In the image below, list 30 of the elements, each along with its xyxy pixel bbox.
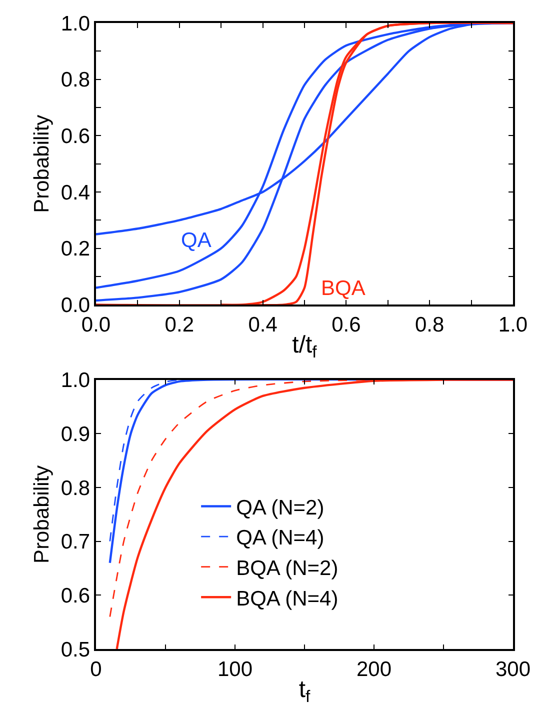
legend-label: QA (N=2) [236, 496, 324, 520]
legend-label: BQA (N=2) [236, 557, 338, 580]
x-tick-label: 0.6 [332, 314, 361, 337]
annotation: BQA [321, 277, 366, 300]
x-tick-label: 0.2 [164, 314, 194, 337]
legend-label: BQA (N=4) [236, 587, 338, 610]
y-axis-title: Probability [30, 464, 54, 564]
y-tick-label: 0.5 [60, 638, 90, 662]
y-tick-label: 0.6 [60, 584, 90, 608]
y-tick-label: 1.0 [60, 369, 90, 392]
y-tick-label: 1.0 [60, 12, 90, 36]
y-tick-label: 0.8 [60, 68, 90, 92]
x-tick-label: 300 [495, 658, 531, 681]
x-tick-label: 1.0 [498, 314, 528, 337]
annotation: QA [181, 229, 212, 252]
legend-label: QA (N=4) [236, 526, 324, 550]
x-tick-label: 0.8 [415, 314, 444, 337]
x-axis-title: t$_{f}$ [298, 676, 310, 706]
y-axis-title: Probability [30, 114, 54, 213]
x-tick-label: 0 [90, 658, 102, 681]
y-tick-label: 0.4 [60, 181, 90, 204]
x-tick-label: 200 [356, 658, 392, 681]
x-tick-label: 100 [217, 658, 253, 681]
y-tick-label: 0.7 [60, 530, 90, 554]
y-tick-label: 0.9 [60, 423, 90, 446]
x-tick-label: 0.4 [248, 314, 278, 337]
y-tick-label: 0.2 [60, 238, 90, 261]
x-axis-title: t/t$_{f}$ [292, 331, 318, 362]
y-tick-label: 0.8 [60, 476, 90, 500]
y-tick-label: 0.6 [60, 125, 90, 148]
